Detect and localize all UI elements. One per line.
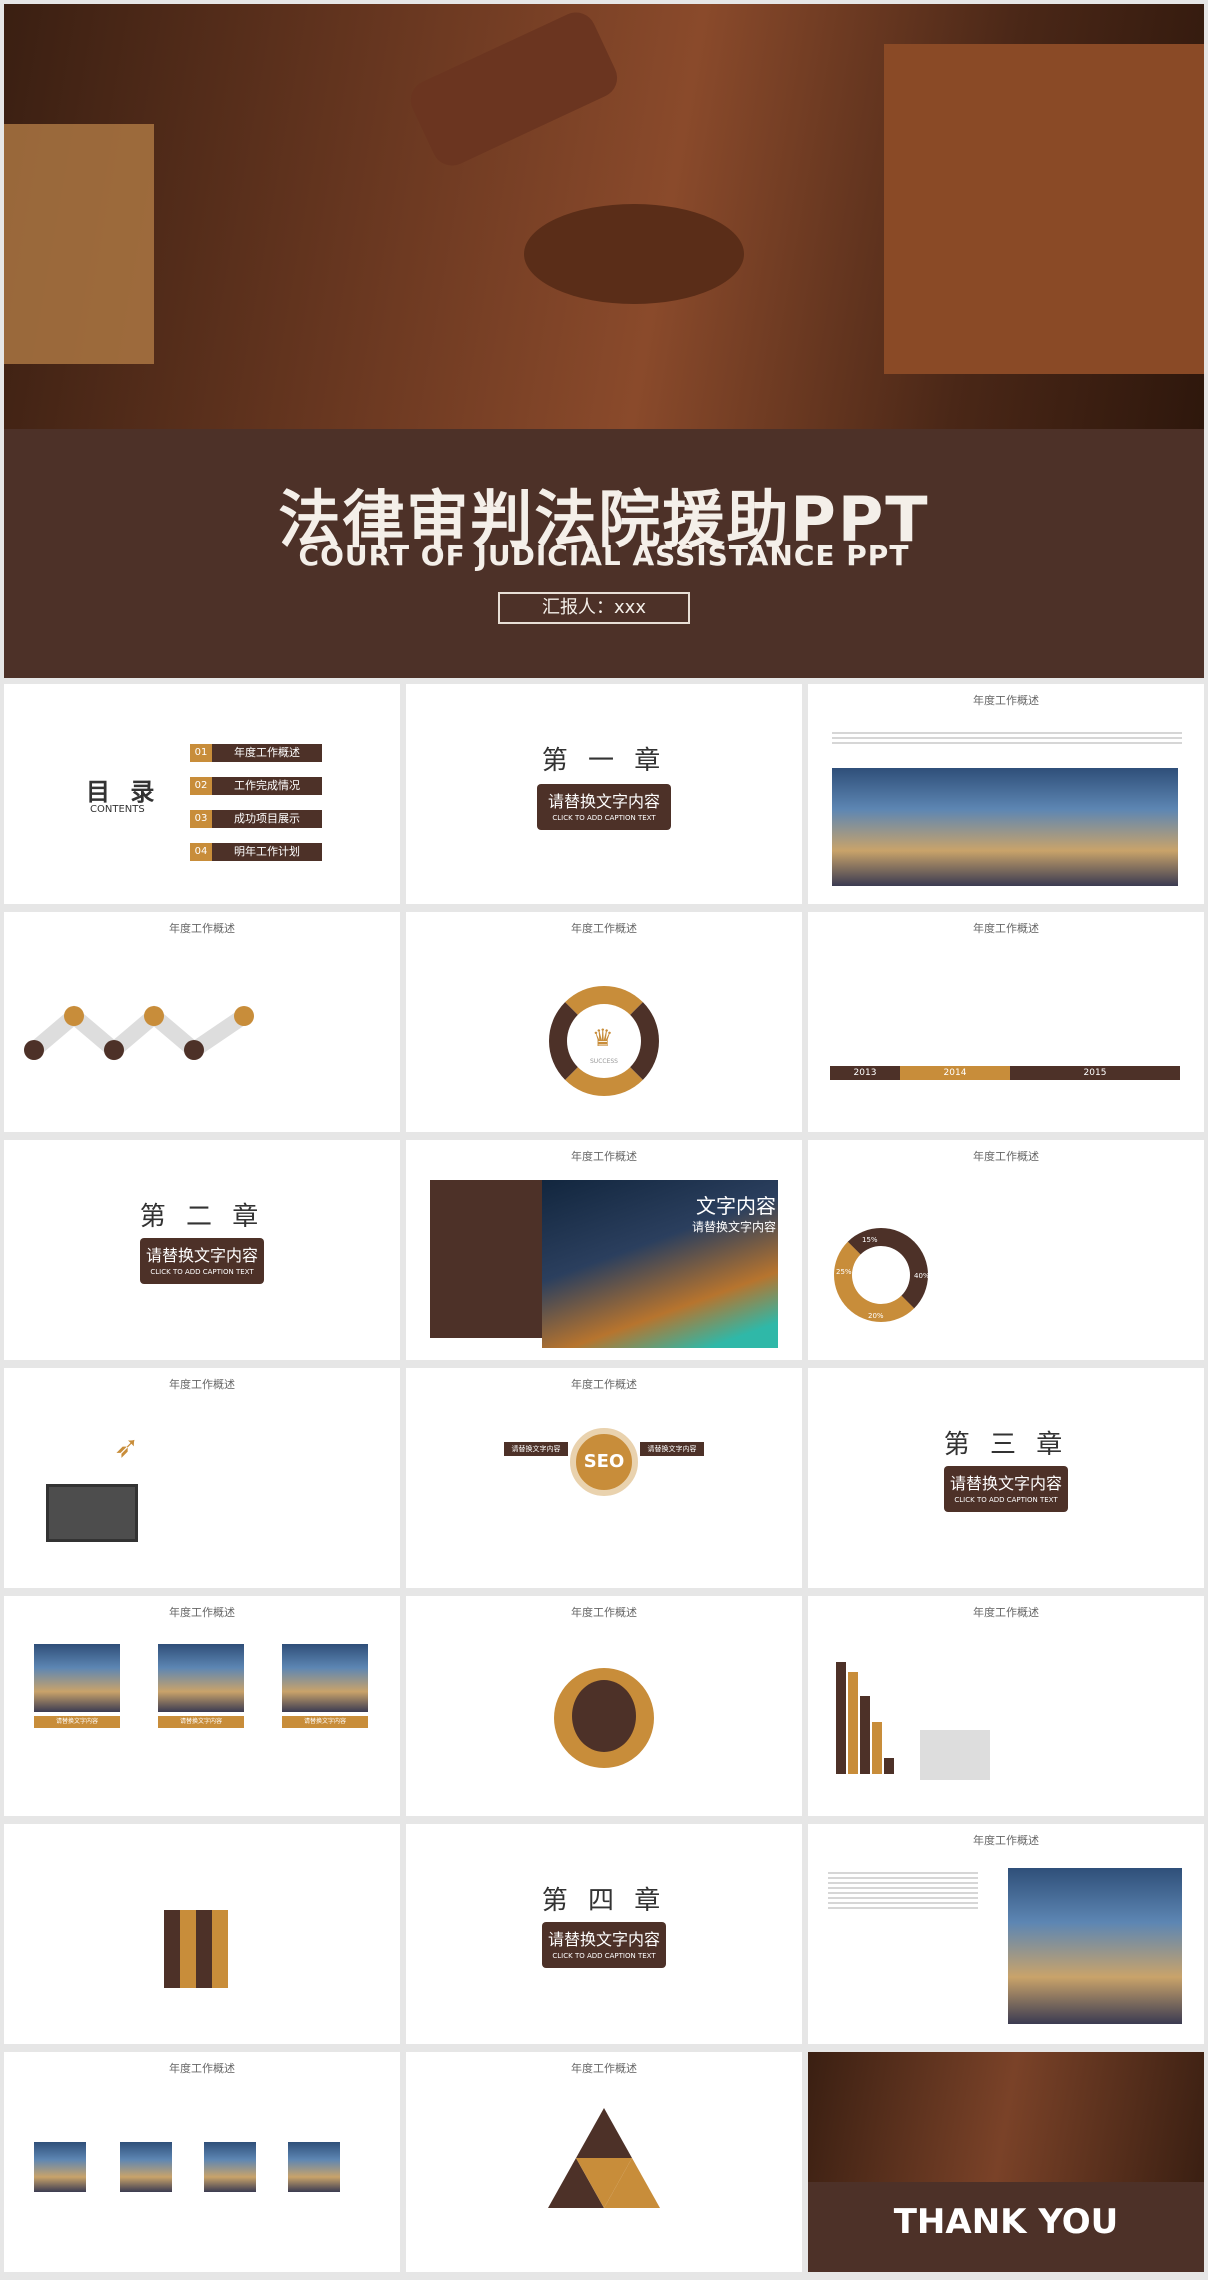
slide-title: 年度工作概述	[973, 1606, 1039, 1619]
slide-text-content[interactable]: 年度工作概述 文字内容 请替换文字内容	[406, 1140, 802, 1360]
chapter-box: 请替换文字内容 CLICK TO ADD CAPTION TEXT	[944, 1466, 1068, 1512]
city-photo	[832, 768, 1178, 886]
slide-title: 年度工作概述	[973, 694, 1039, 707]
slide-success-cycle[interactable]: 年度工作概述 SUCCESS ♛	[406, 912, 802, 1132]
slide-title: 年度工作概述	[571, 1150, 637, 1163]
triangle-graphic	[548, 2108, 660, 2208]
contents-subtitle: CONTENTS	[90, 804, 145, 815]
text-sub: 请替换文字内容	[691, 1220, 776, 1234]
slide-timeline[interactable]: 年度工作概述 2013 2014 2015	[808, 912, 1204, 1132]
slide-contents[interactable]: 目 录 CONTENTS 01 年度工作概述 02 工作完成情况 03 成功项目…	[4, 684, 400, 904]
seo-label: 请替换文字内容	[640, 1442, 704, 1456]
reporter-box: 汇报人：xxx	[498, 592, 690, 624]
slide-zigzag[interactable]: 年度工作概述	[4, 912, 400, 1132]
chapter-caption: CLICK TO ADD CAPTION TEXT	[552, 1952, 656, 1960]
slide-title: 年度工作概述	[571, 922, 637, 935]
card-label: 请替换文字内容	[282, 1716, 368, 1728]
chapter-box: 请替换文字内容 CLICK TO ADD CAPTION TEXT	[140, 1238, 264, 1284]
rocket-icon: ➶	[114, 1430, 140, 1465]
contents-label: 明年工作计划	[212, 843, 322, 861]
contents-item[interactable]: 04 明年工作计划	[190, 843, 322, 861]
chapter-title: 第 三 章	[943, 1430, 1069, 1460]
card-photo	[282, 1644, 368, 1712]
slide-sphere[interactable]: 年度工作概述	[406, 1596, 802, 1816]
slide-chapter-1[interactable]: 第 一 章 请替换文字内容 CLICK TO ADD CAPTION TEXT	[406, 684, 802, 904]
slide-four-photos[interactable]: 年度工作概述	[4, 2052, 400, 2272]
city-photo	[1008, 1868, 1182, 2024]
bag-graphic	[164, 1910, 228, 1988]
zigzag-graphic	[24, 1005, 254, 1061]
slide-chapter-2[interactable]: 第 二 章 请替换文字内容 CLICK TO ADD CAPTION TEXT	[4, 1140, 400, 1360]
contents-list: 01 年度工作概述 02 工作完成情况 03 成功项目展示 04 明年工作计划	[190, 744, 322, 861]
card-photo	[158, 1644, 244, 1712]
timeline-bar: 2013 2014 2015	[830, 1066, 1180, 1080]
slide-chapter-4[interactable]: 第 四 章 请替换文字内容 CLICK TO ADD CAPTION TEXT	[406, 1824, 802, 2044]
slide-bag[interactable]	[4, 1824, 400, 2044]
monitor-graphic	[46, 1484, 138, 1542]
chapter-title: 第 一 章	[541, 746, 667, 776]
title-slide[interactable]: 法律审判法院援助PPT COURT OF JUDICIAL ASSISTANCE…	[4, 4, 1204, 678]
slide-title: 年度工作概述	[973, 1150, 1039, 1163]
slide-overview-photo[interactable]: 年度工作概述	[808, 684, 1204, 904]
card-label: 请替换文字内容	[158, 1716, 244, 1728]
gavel-photo	[4, 4, 1204, 429]
chapter-box: 请替换文字内容 CLICK TO ADD CAPTION TEXT	[537, 784, 671, 830]
thank-you-text: THANK YOU	[893, 2202, 1119, 2242]
seo-circle: SEO	[570, 1428, 638, 1496]
text-heading: 文字内容	[696, 1194, 776, 1218]
chapter-box-text: 请替换文字内容	[145, 1246, 258, 1265]
contents-item[interactable]: 02 工作完成情况	[190, 777, 322, 795]
card-label: 请替换文字内容	[34, 1716, 120, 1728]
contents-label: 年度工作概述	[212, 744, 322, 762]
slide-title: 年度工作概述	[169, 1378, 235, 1391]
slide-rocket[interactable]: 年度工作概述 ➶	[4, 1368, 400, 1588]
slide-title: 年度工作概述	[169, 2062, 235, 2075]
chapter-title: 第 二 章	[139, 1202, 265, 1232]
contents-num: 02	[190, 777, 212, 795]
slide-title: 年度工作概述	[973, 1834, 1039, 1847]
slide-triangle[interactable]: 年度工作概述	[406, 2052, 802, 2272]
chapter-box-text: 请替换文字内容	[949, 1474, 1062, 1493]
slide-title: 年度工作概述	[169, 1606, 235, 1619]
slide-title: 年度工作概述	[571, 1378, 637, 1391]
thank-band	[808, 2182, 1204, 2272]
chapter-caption: CLICK TO ADD CAPTION TEXT	[150, 1268, 254, 1276]
contents-title: 目 录	[86, 778, 161, 806]
chapter-box-text: 请替换文字内容	[547, 1930, 660, 1949]
text-panel	[430, 1180, 560, 1338]
chapter-title: 第 四 章	[541, 1886, 667, 1916]
contents-item[interactable]: 03 成功项目展示	[190, 810, 322, 828]
contents-num: 04	[190, 843, 212, 861]
contents-num: 01	[190, 744, 212, 762]
slide-seo[interactable]: 年度工作概述 SEO 请替换文字内容 请替换文字内容	[406, 1368, 802, 1588]
chapter-box: 请替换文字内容 CLICK TO ADD CAPTION TEXT	[542, 1922, 666, 1968]
slide-title: 年度工作概述	[973, 922, 1039, 935]
chapter-box-text: 请替换文字内容	[547, 792, 660, 811]
slide-donut[interactable]: 年度工作概述 15% 40% 20% 25%	[808, 1140, 1204, 1360]
slide-thank-you[interactable]: THANK YOU	[808, 2052, 1204, 2272]
success-label: SUCCESS	[590, 1058, 618, 1065]
slide-bars-box[interactable]: 年度工作概述	[808, 1596, 1204, 1816]
chapter-caption: CLICK TO ADD CAPTION TEXT	[552, 814, 656, 822]
seo-label: 请替换文字内容	[504, 1442, 568, 1456]
slide-title: 年度工作概述	[571, 1606, 637, 1619]
chapter-caption: CLICK TO ADD CAPTION TEXT	[954, 1496, 1058, 1504]
contents-item[interactable]: 01 年度工作概述	[190, 744, 322, 762]
gavel-photo	[808, 2052, 1204, 2182]
slide-chapter-3[interactable]: 第 三 章 请替换文字内容 CLICK TO ADD CAPTION TEXT	[808, 1368, 1204, 1588]
night-city-photo	[542, 1180, 778, 1348]
box-graphic	[920, 1730, 990, 1780]
card-photo	[34, 1644, 120, 1712]
slide-photo-cards[interactable]: 年度工作概述 请替换文字内容 请替换文字内容 请替换文字内容	[4, 1596, 400, 1816]
title-band	[4, 429, 1204, 678]
trophy-icon: ♛	[592, 1024, 614, 1052]
contents-num: 03	[190, 810, 212, 828]
contents-label: 工作完成情况	[212, 777, 322, 795]
slide-title: 年度工作概述	[169, 922, 235, 935]
slide-title: 年度工作概述	[571, 2062, 637, 2075]
slide-photo-right[interactable]: 年度工作概述	[808, 1824, 1204, 2044]
contents-label: 成功项目展示	[212, 810, 322, 828]
main-title: 法律审判法院援助PPT	[278, 483, 930, 556]
main-subtitle: COURT OF JUDICIAL ASSISTANCE PPT	[298, 539, 910, 572]
